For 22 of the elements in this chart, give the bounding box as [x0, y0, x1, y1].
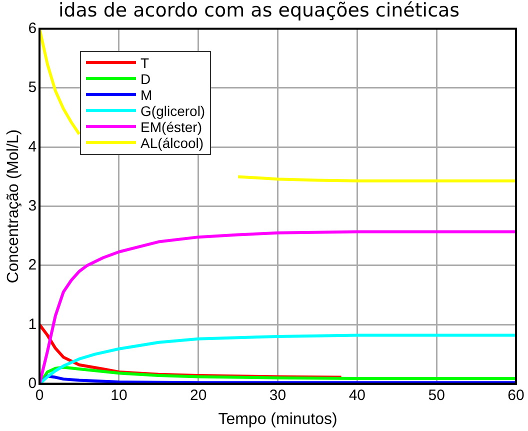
y-tick-label: 2: [28, 256, 37, 274]
legend-label: T: [140, 54, 150, 71]
legend-label: M: [140, 86, 152, 103]
x-tick-label: 20: [190, 386, 207, 404]
x-tick-label: 50: [428, 386, 445, 404]
x-tick-label: 10: [110, 386, 128, 404]
legend-label: EM(éster): [140, 118, 202, 135]
legend-label: D: [140, 70, 151, 87]
y-axis-title: Concentração (Mol/L): [5, 129, 22, 284]
x-axis-title: Tempo (minutos): [218, 410, 338, 428]
y-tick-label: 6: [28, 20, 37, 37]
y-tick-label: 1: [28, 316, 37, 333]
y-tick-label: 5: [28, 79, 37, 96]
y-tick-label: 0: [28, 374, 37, 392]
legend-label: G(glicerol): [140, 102, 206, 119]
legend-label: AL(álcool): [140, 134, 204, 151]
chart-title: idas de acordo com as equações cinéticas: [58, 0, 460, 22]
x-tick-label: 60: [508, 386, 524, 404]
y-tick-label: 3: [28, 197, 37, 214]
x-tick-label: 30: [269, 386, 286, 404]
x-tick-label: 40: [348, 386, 366, 404]
y-tick-label: 4: [28, 138, 37, 156]
